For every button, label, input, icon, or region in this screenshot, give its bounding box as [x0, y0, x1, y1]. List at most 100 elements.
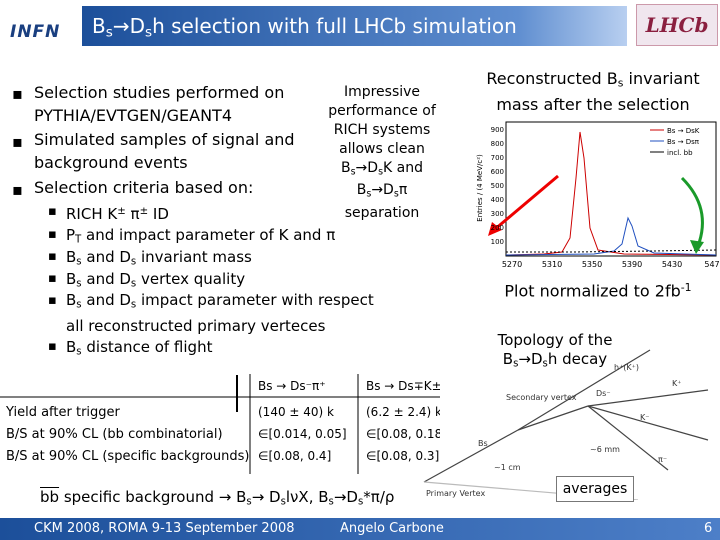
sub-bullet: RICH K± π± ID [66, 201, 376, 225]
text-run: →D [371, 182, 394, 199]
table-cell: B/S at 90% CL (bb combinatorial) [6, 427, 223, 442]
table-cell: ∈[0.08, 0.3] [366, 449, 439, 463]
y-tick-label: 600 [491, 168, 504, 176]
callout-line: Bs→DsK and [341, 160, 424, 178]
table-cell: (6.2 ± 2.4) k [366, 405, 440, 419]
text-run: vertex quality [136, 270, 246, 288]
callout-text: Impressive performance of RICH systems a… [328, 84, 436, 157]
legend: Bs → DsK Bs → Dsπ incl. bb [650, 127, 700, 157]
subscript: s [130, 278, 137, 290]
footer-conference: CKM 2008, ROMA 9-13 September 2008 [34, 521, 295, 536]
table-cell: ∈[0.08, 0.18] [366, 427, 440, 441]
text-run: B [66, 291, 77, 309]
text-run: B [92, 14, 106, 38]
bullet-marker: ▪ [12, 132, 23, 151]
sub-bullet: PT and impact parameter of K and π [66, 224, 376, 252]
sub-bullet: Bs and Ds impact parameter with respect … [66, 290, 376, 336]
text-run: B [66, 338, 77, 356]
plot-caption: Reconstructed Bs invariant mass after th… [468, 68, 718, 115]
superscript: -1 [680, 281, 692, 294]
legend-label: Bs → Dsπ [667, 138, 700, 146]
text-run: impact parameter with respect all recons… [66, 291, 374, 335]
bullet-marker: ▪ [12, 84, 23, 103]
text-run: invariant mass after the selection [496, 69, 700, 114]
sub-bullet: Bs and Ds vertex quality [66, 268, 376, 296]
y-tick-label: 200 [491, 224, 504, 232]
callout: Impressive performance of RICH systems a… [318, 83, 446, 223]
mass-plot: Entries / (4 MeV/c²) Bs → DsK Bs → Dsπ inc… [476, 121, 720, 269]
sub-bullet: Bs distance of flight [66, 336, 376, 364]
table-cell: (140 ± 40) k [258, 405, 334, 419]
text-run: →D [333, 488, 358, 506]
text-run: →D [112, 14, 145, 38]
text-run: π [125, 205, 140, 224]
x-tick-label: 5390 [622, 260, 642, 269]
text-run [517, 349, 651, 431]
text-run: P [66, 226, 76, 244]
page-number: 6 [704, 521, 713, 536]
table-header: Bs → Ds∓K± [366, 379, 440, 393]
text-run: h decay [547, 350, 608, 368]
topology-label: Primary Vertex [426, 489, 485, 498]
text-run: ID [148, 205, 169, 224]
arrow-head [690, 240, 704, 254]
subscript: s [280, 496, 286, 508]
slide-title: Bs→Dsh selection with full LHCb simulati… [92, 14, 517, 40]
text-run: and D [81, 270, 131, 288]
x-tick-label: 5430 [662, 260, 682, 269]
subscript: s [130, 256, 137, 268]
subscript: s [76, 278, 82, 290]
text-run: K and [383, 160, 424, 176]
x-tick-label: 547 [704, 260, 719, 269]
subscript: s [350, 166, 356, 178]
logo-left: INFN [10, 22, 61, 42]
table-cell: ∈[0.014, 0.05] [258, 427, 347, 441]
callout-text: separation [344, 204, 420, 221]
background-note: bb specific background → Bs→ DslνX, Bs→D… [40, 488, 394, 508]
text-run [587, 389, 709, 407]
normalization-note: Plot normalized to 2fb-1 [478, 281, 718, 300]
callout-line: Bs→Dsπ [357, 182, 408, 200]
subscript: s [130, 299, 137, 311]
table-cells: Bs → Ds⁻π⁺ Bs → Ds∓K± Yield after trigger (… [5, 379, 440, 464]
topology-diagram: Secondary vertex Primary Vertex Bs Ds⁻ K⁺ K⁻ π… [423, 349, 709, 500]
x-tick-label: 5350 [582, 260, 602, 269]
table-header: Bs → Ds⁻π⁺ [258, 379, 326, 393]
y-tick-label: 900 [491, 126, 504, 134]
text-run: *π/ρ [363, 488, 395, 506]
legend-label: incl. bb [667, 149, 693, 157]
legend-label: Bs → DsK [667, 127, 700, 135]
y-tick-label: 500 [491, 182, 504, 190]
topology-label: h⁺(K⁺) [614, 363, 639, 372]
text-run: and D [81, 291, 131, 309]
y-tick-label: 300 [491, 210, 504, 218]
text-run: →D [355, 160, 379, 176]
subscript: s [328, 496, 334, 508]
topology-label: π⁻ [658, 455, 667, 464]
x-tick-label: 5310 [542, 260, 562, 269]
sub-bullet-marker: ▪ [48, 339, 57, 354]
subscript: s [76, 256, 82, 268]
bullet: Selection criteria based on: [34, 178, 254, 197]
subscript: s [246, 496, 252, 508]
subscript: s [542, 358, 548, 370]
bullet: Simulated samples of signal and backgrou… [34, 130, 295, 172]
subscript: s [366, 188, 372, 200]
topology-label: ~6 mm [590, 445, 620, 454]
y-axis-label: Entries / (4 MeV/c²) [476, 154, 484, 222]
topology-label: Ds⁻ [596, 389, 611, 398]
y-tick-label: 100 [491, 238, 504, 246]
divider [236, 375, 238, 412]
table-cell: B/S at 90% CL (specific backgrounds) [6, 449, 249, 464]
subscript: s [76, 346, 82, 358]
superscript: ± [117, 206, 126, 217]
text-run: h selection with full LHCb simulation [152, 14, 517, 38]
sub-bullet-marker: ▪ [48, 293, 57, 308]
y-tick-label: 800 [491, 140, 504, 148]
text-run: bb [40, 488, 60, 506]
subscript: s [76, 299, 82, 311]
subscript: s [105, 24, 113, 41]
text-run: lνX, B [285, 488, 329, 506]
averages-box: averages [556, 476, 634, 502]
subscript: s [357, 496, 364, 508]
